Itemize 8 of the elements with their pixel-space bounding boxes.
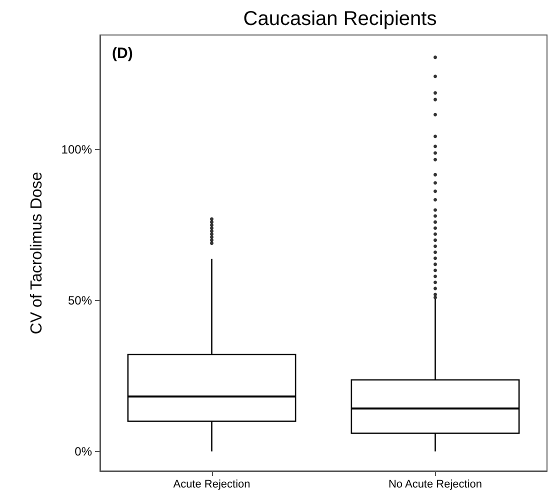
y-tick-label: 0% (74, 444, 92, 458)
annotation: (D) (112, 45, 133, 62)
x-tick-label: No Acute Rejection (388, 478, 482, 490)
y-tick-label: 50% (68, 294, 92, 308)
x-tick-label: Acute Rejection (173, 478, 250, 490)
y-axis-title: CV of Tacrolimus Dose (28, 172, 46, 334)
chart-title: Caucasian Recipients (243, 8, 437, 30)
y-tick-label: 100% (61, 142, 92, 157)
